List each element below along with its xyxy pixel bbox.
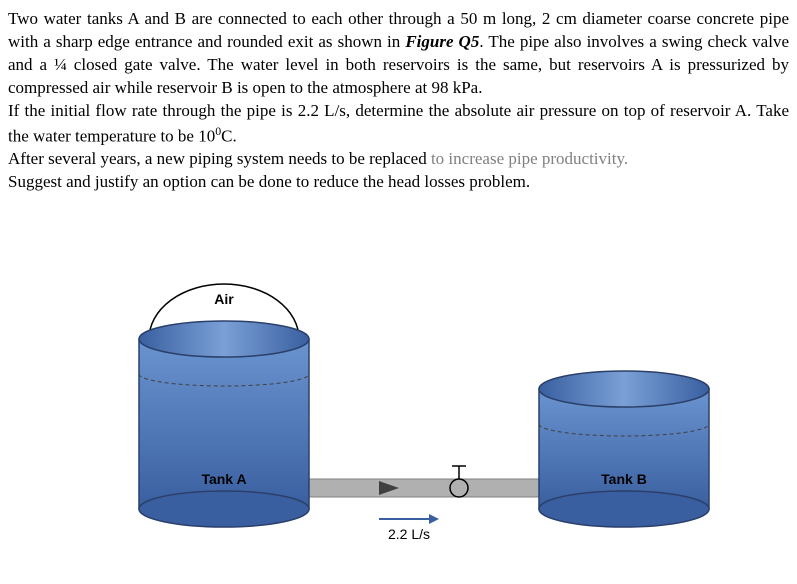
tank-a: Air Tank A bbox=[139, 284, 309, 527]
pipe bbox=[269, 479, 549, 497]
tank-b: Tank B bbox=[539, 371, 709, 527]
flow-rate-label: 2.2 L/s bbox=[387, 526, 429, 542]
p3-a: After several years, a new piping system… bbox=[8, 149, 431, 168]
p2-a: If the initial flow rate through the pip… bbox=[8, 101, 789, 146]
air-label: Air bbox=[214, 291, 234, 307]
figure-q5: Air Tank A Tank B 2.2 L/s bbox=[8, 234, 789, 554]
figure-ref: Figure Q5 bbox=[405, 32, 479, 51]
p4: Suggest and justify an option can be don… bbox=[8, 172, 530, 191]
problem-text: Two water tanks A and B are connected to… bbox=[8, 8, 789, 194]
p2-b: C. bbox=[221, 126, 237, 145]
p3-grey: to increase pipe productivity. bbox=[431, 149, 628, 168]
flow-arrow-icon bbox=[379, 514, 439, 524]
tank-b-label: Tank B bbox=[601, 471, 647, 487]
tank-a-label: Tank A bbox=[201, 471, 246, 487]
